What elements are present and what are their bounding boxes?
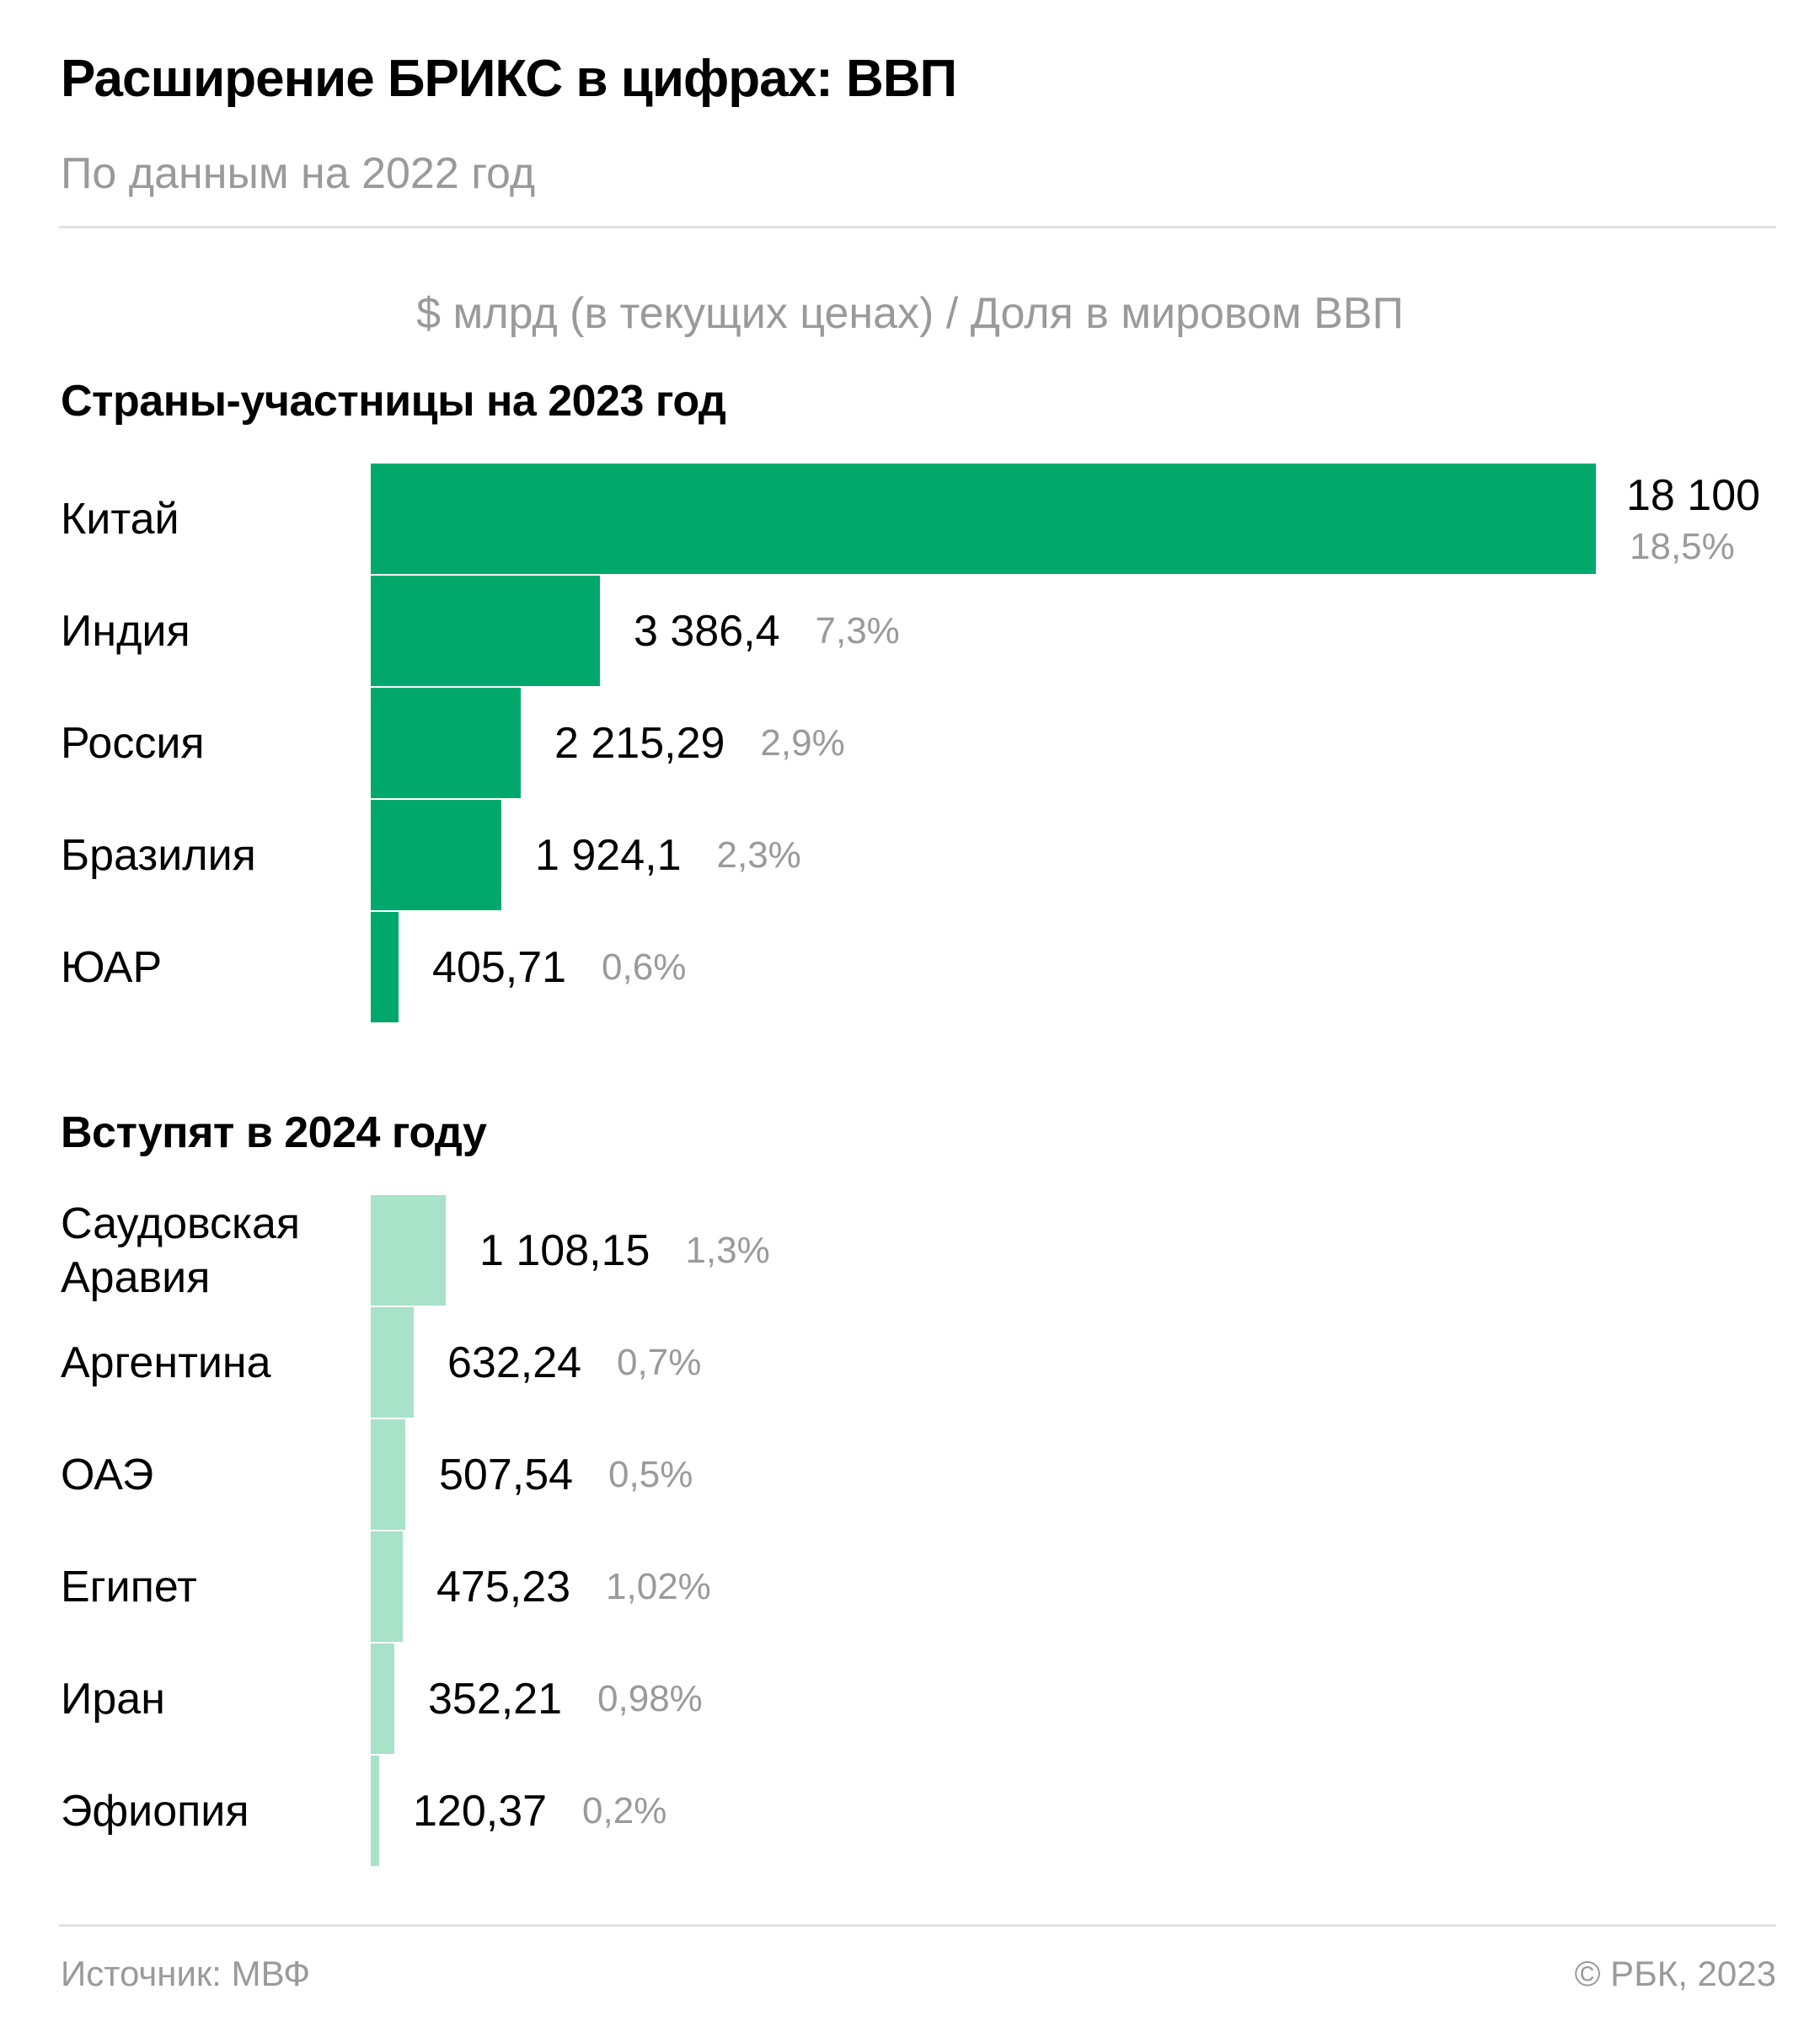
units-caption: $ млрд (в текущих ценах) / Доля в мирово… (416, 289, 1404, 338)
bar (371, 688, 521, 798)
bar-value-label: 2 215,29 (554, 718, 725, 768)
bar-category-label: ОАЭ (61, 1450, 154, 1499)
bar-category-label: Иран (61, 1674, 165, 1724)
bar-share-label: 18,5% (1630, 525, 1735, 567)
bar-value-label: 120,37 (413, 1786, 548, 1836)
bar-share-label: 2,9% (760, 721, 845, 764)
bar-value-label: 1 924,1 (535, 830, 682, 880)
bar-value-label: 475,23 (436, 1562, 571, 1611)
bar-value-group: 18 100 18,5% (1626, 464, 1760, 574)
bar-value-group: 507,54 0,5% (439, 1419, 693, 1530)
bar-row: Египет 475,23 1,02% (0, 1531, 1820, 1642)
bar-share-label: 1,3% (685, 1229, 770, 1271)
bar-row: Индия 3 386,4 7,3% (0, 576, 1820, 686)
bar-share-label: 0,6% (602, 946, 687, 988)
bar-value-label: 352,21 (428, 1674, 563, 1724)
copyright-note: © РБК, 2023 (1574, 1954, 1776, 1993)
chart-subtitle: По данным на 2022 год (61, 149, 536, 198)
bar-row: Иран 352,21 0,98% (0, 1644, 1820, 1754)
bar-category-label: Аргентина (61, 1338, 271, 1387)
bar-share-label: 2,3% (716, 834, 801, 876)
bar-value-label: 1 108,15 (479, 1225, 650, 1275)
bar-value-group: 632,24 0,7% (447, 1307, 701, 1418)
bar-category-label: Египет (61, 1562, 197, 1611)
bar-value-group: 1 924,1 2,3% (535, 800, 801, 910)
joining-section-title: Вступят в 2024 году (61, 1108, 487, 1157)
bar-row: Аргентина 632,24 0,7% (0, 1307, 1820, 1418)
bar-share-label: 0,7% (617, 1341, 702, 1383)
bar-value-group: 352,21 0,98% (428, 1644, 703, 1754)
bar-share-label: 0,5% (608, 1453, 693, 1495)
bar (371, 464, 1596, 574)
bar-category-label: Индия (61, 606, 190, 656)
bar-value-group: 120,37 0,2% (413, 1756, 666, 1866)
members-section-title: Страны-участницы на 2023 год (61, 377, 726, 426)
bar-value-group: 475,23 1,02% (436, 1531, 711, 1642)
bar (371, 1644, 394, 1754)
bar-value-group: 1 108,15 1,3% (479, 1195, 770, 1306)
bar-share-label: 0,98% (597, 1677, 703, 1719)
bar (371, 1195, 446, 1306)
bar-share-label: 0,2% (582, 1789, 667, 1831)
bar-row: Китай 18 100 18,5% (0, 464, 1820, 574)
bar-value-group: 2 215,29 2,9% (554, 688, 845, 798)
bar-category-label: Бразилия (61, 830, 256, 880)
bar-row: Россия 2 215,29 2,9% (0, 688, 1820, 798)
bar-share-label: 7,3% (815, 609, 900, 652)
bar (371, 800, 501, 910)
bar (371, 1756, 379, 1866)
bar-category-label: ЮАР (61, 942, 163, 992)
bar-row: Саудовская Аравия 1 108,15 1,3% (0, 1195, 1820, 1306)
bar (371, 1307, 414, 1418)
bar-row: Эфиопия 120,37 0,2% (0, 1756, 1820, 1866)
bar-value-group: 3 386,4 7,3% (634, 576, 900, 686)
bar-value-label: 405,71 (432, 942, 567, 992)
chart-title: Расширение БРИКС в цифрах: ВВП (61, 50, 957, 108)
bar (371, 576, 600, 686)
bar-value-label: 18 100 (1626, 470, 1761, 520)
bar-value-label: 632,24 (447, 1338, 582, 1387)
source-note: Источник: МВФ (61, 1954, 311, 1993)
bar-value-label: 3 386,4 (634, 606, 780, 656)
bar-category-label: Россия (61, 718, 205, 768)
bar-value-group: 405,71 0,6% (432, 912, 686, 1022)
bar-category-label: Китай (61, 494, 179, 544)
bar (371, 1531, 403, 1642)
bar-category-label: Эфиопия (61, 1786, 249, 1836)
bar (371, 1419, 405, 1530)
bottom-divider (59, 1924, 1776, 1927)
bar-share-label: 1,02% (606, 1565, 711, 1607)
bar-value-label: 507,54 (439, 1450, 574, 1499)
bar-category-label: Саудовская Аравия (61, 1198, 301, 1302)
bar-row: ОАЭ 507,54 0,5% (0, 1419, 1820, 1530)
bar (371, 912, 399, 1022)
bar-row: ЮАР 405,71 0,6% (0, 912, 1820, 1022)
top-divider (59, 226, 1776, 228)
bar-row: Бразилия 1 924,1 2,3% (0, 800, 1820, 910)
